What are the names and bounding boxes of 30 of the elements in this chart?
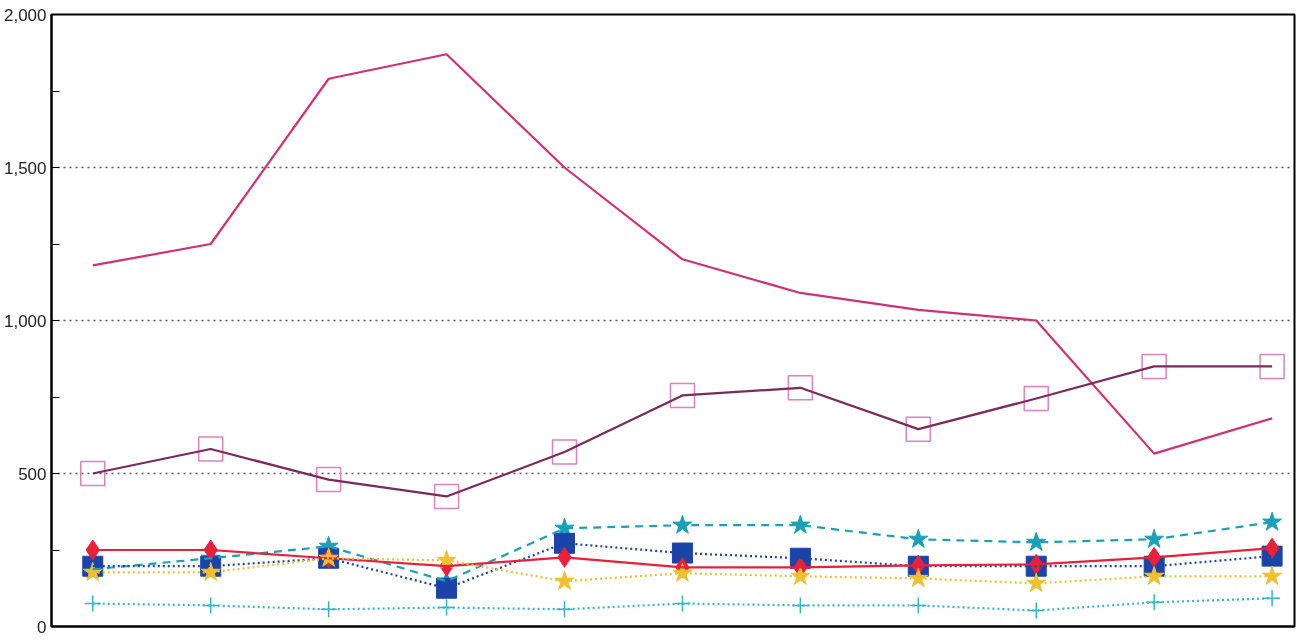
y-tick-label: 500	[18, 464, 47, 484]
point	[437, 598, 456, 617]
point	[84, 594, 102, 613]
point	[1264, 537, 1280, 559]
point	[1145, 593, 1163, 612]
point	[1262, 511, 1283, 531]
y-tick-label: 2,000	[3, 5, 47, 25]
point	[791, 596, 810, 615]
point	[555, 600, 574, 619]
y-tick-label: 0	[37, 617, 47, 637]
point	[554, 570, 575, 590]
point	[319, 600, 338, 619]
point	[909, 596, 928, 615]
point	[200, 561, 221, 581]
y-tick-label: 1,500	[3, 158, 47, 178]
point	[1026, 572, 1047, 592]
point	[1262, 565, 1283, 585]
point	[1144, 565, 1165, 585]
point	[1263, 589, 1281, 608]
point	[672, 514, 693, 534]
point	[790, 514, 811, 534]
line-series	[91, 53, 1274, 455]
point	[1027, 601, 1045, 620]
point	[671, 542, 693, 564]
point	[908, 528, 929, 548]
point	[1026, 531, 1047, 551]
y-tick-label: 1,000	[3, 311, 47, 331]
point	[436, 577, 458, 599]
point	[1144, 528, 1165, 548]
point	[908, 567, 929, 588]
